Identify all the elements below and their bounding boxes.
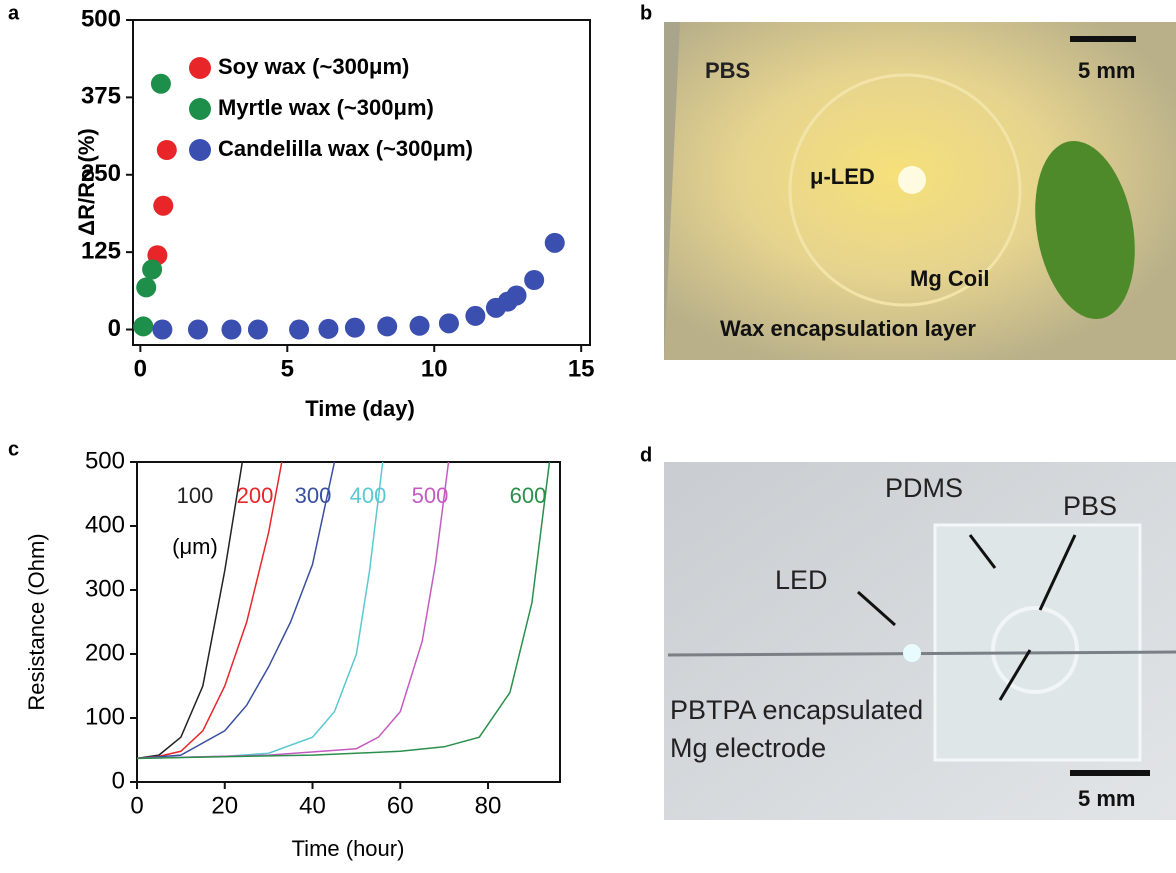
x-axis-label: Time (hour) — [292, 836, 405, 861]
scale-label: 5 mm — [1078, 58, 1135, 83]
point — [248, 320, 268, 340]
point — [439, 313, 459, 333]
y-tick-label: 125 — [81, 237, 121, 264]
x-tick-label: 5 — [281, 355, 294, 382]
y-axis-label: Resistance (Ohm) — [24, 533, 49, 710]
x-tick-label: 10 — [421, 355, 448, 382]
photo-label: Mg electrode — [670, 733, 826, 763]
photo-label: PBTPA encapsulated — [670, 695, 923, 725]
y-axis-label: ΔR/Ro (%) — [74, 128, 99, 235]
series-label: 200 — [237, 483, 274, 508]
x-tick-label: 20 — [211, 792, 238, 819]
series-label: 100 — [177, 483, 214, 508]
x-tick-label: 40 — [299, 792, 326, 819]
y-tick-label: 0 — [112, 767, 125, 794]
photo-label: PBS — [1063, 491, 1117, 521]
y-tick-label: 0 — [108, 315, 121, 342]
point — [345, 318, 365, 338]
point — [136, 277, 156, 297]
y-tick-label: 200 — [85, 639, 125, 666]
point — [151, 74, 171, 94]
point — [524, 270, 544, 290]
x-axis-label: Time (day) — [305, 396, 415, 421]
y-tick-label: 400 — [85, 511, 125, 538]
point — [157, 140, 177, 160]
panel-label: d — [640, 444, 652, 466]
photo-label: PBS — [705, 58, 750, 83]
series-label: 300 — [295, 483, 332, 508]
y-tick-label: 100 — [85, 703, 125, 730]
point — [152, 320, 172, 340]
x-tick-label: 0 — [130, 792, 143, 819]
scale-bar — [1070, 36, 1136, 42]
point — [133, 316, 153, 336]
point — [221, 320, 241, 340]
series-label: 500 — [412, 483, 449, 508]
photo-label: Wax encapsulation layer — [720, 316, 976, 341]
y-tick-label: 375 — [81, 83, 121, 110]
panel-label: a — [8, 2, 20, 24]
x-tick-label: 80 — [475, 792, 502, 819]
pdms-block — [935, 525, 1140, 760]
legend-marker — [189, 98, 211, 120]
point — [289, 320, 309, 340]
x-tick-label: 15 — [568, 355, 595, 382]
y-tick-label: 300 — [85, 575, 125, 602]
panel-label: b — [640, 2, 652, 24]
legend-label: Myrtle wax (~300μm) — [218, 95, 434, 120]
point — [545, 233, 565, 253]
point — [153, 196, 173, 216]
legend-label: Candelilla wax (~300μm) — [218, 136, 473, 161]
point — [507, 285, 527, 305]
series-label: 400 — [350, 483, 387, 508]
point — [410, 316, 430, 336]
photo-d: PDMS PBS LED PBTPA encapsulated Mg elect… — [664, 462, 1176, 820]
legend-marker — [189, 139, 211, 161]
series-label: 600 — [510, 483, 547, 508]
photo-label: PDMS — [885, 473, 963, 503]
point — [188, 320, 208, 340]
panel-label: c — [8, 438, 19, 460]
x-tick-label: 0 — [134, 355, 147, 382]
y-tick-label: 500 — [81, 5, 121, 32]
legend-label: Soy wax (~300μm) — [218, 54, 409, 79]
led — [898, 166, 926, 194]
scale-label: 5 mm — [1078, 786, 1135, 811]
x-tick-label: 60 — [387, 792, 414, 819]
annotation: (μm) — [172, 534, 218, 559]
point — [318, 319, 338, 339]
photo-label: μ-LED — [810, 164, 875, 189]
legend-marker — [189, 57, 211, 79]
led — [903, 644, 921, 662]
point — [465, 306, 485, 326]
photo-b: PBS 5 mm μ-LED Mg Coil Wax encapsulation… — [664, 22, 1176, 360]
photo-label: LED — [775, 565, 828, 595]
figure: a b c d PBS 5 mm μ-LED Mg Coil Wax encap… — [0, 0, 1176, 868]
point — [142, 259, 162, 279]
point — [377, 316, 397, 336]
scale-bar — [1070, 770, 1150, 776]
photo-label: Mg Coil — [910, 266, 989, 291]
y-tick-label: 500 — [85, 447, 125, 474]
